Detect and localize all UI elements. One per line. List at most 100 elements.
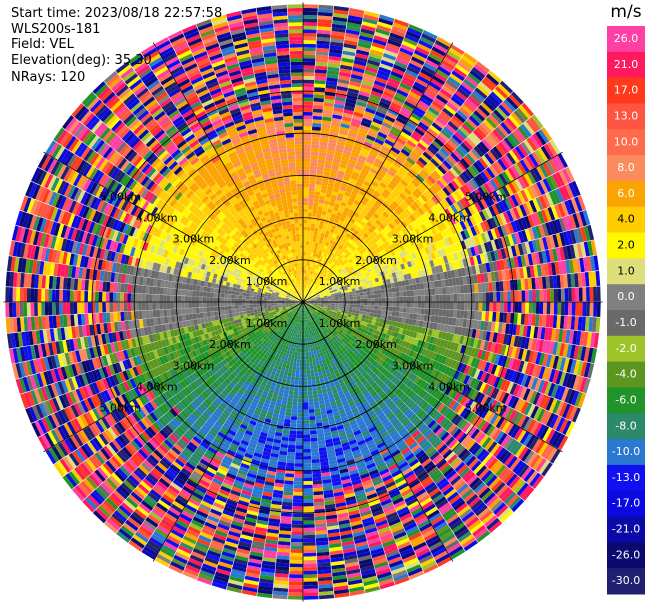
velocity-gate [574,196,583,212]
velocity-gate [349,299,354,302]
velocity-gate [329,275,334,280]
velocity-gate [378,168,387,176]
velocity-gate [343,263,348,269]
velocity-gate [355,217,362,224]
velocity-gate [308,348,311,352]
velocity-gate [364,111,375,118]
velocity-gate [466,118,478,130]
velocity-gate [303,284,305,288]
velocity-gate [444,104,457,115]
velocity-gate [377,151,387,159]
velocity-gate [390,243,397,250]
velocity-gate [425,200,434,209]
velocity-gate [508,114,521,128]
velocity-gate [317,283,321,287]
velocity-gate [319,285,323,289]
velocity-gate [496,214,504,226]
velocity-gate [346,165,355,172]
velocity-gate [477,233,484,244]
velocity-gate [497,158,508,171]
velocity-gate [328,135,338,141]
velocity-gate [303,595,319,600]
velocity-gate [321,251,325,257]
velocity-gate [571,302,576,316]
velocity-gate [502,119,515,133]
velocity-gate [390,236,397,244]
velocity-gate [523,188,533,201]
velocity-gate [368,283,374,288]
velocity-gate [370,90,383,98]
velocity-gate [413,219,421,228]
velocity-gate [531,114,544,129]
velocity-gate [398,251,405,258]
velocity-gate [317,15,333,21]
velocity-gate [342,149,352,156]
velocity-gate [347,88,360,94]
velocity-gate [464,206,473,217]
velocity-gate [402,249,408,257]
velocity-gate [372,83,385,91]
velocity-gate [303,516,315,521]
velocity-gate [357,214,364,221]
velocity-gate [373,141,383,149]
velocity-gate [318,8,334,13]
velocity-gate [309,358,313,363]
velocity-gate [346,268,352,273]
velocity-gate [467,134,479,146]
velocity-gate [424,246,431,255]
velocity-gate [314,191,321,196]
velocity-gate [357,131,367,138]
velocity-gate [420,289,425,296]
velocity-gate [355,310,360,314]
velocity-gate [312,252,316,257]
velocity-gate [465,75,479,87]
velocity-gate [380,125,391,133]
velocity-gate [319,141,328,147]
velocity-gate [497,237,504,249]
velocity-gate [365,202,373,209]
velocity-gate [421,33,436,43]
velocity-gate [400,44,415,53]
velocity-gate [389,166,398,175]
velocity-gate [373,114,385,122]
velocity-gate [329,252,335,257]
velocity-gate [396,154,406,163]
velocity-gate [307,252,311,256]
velocity-gate [342,153,351,159]
velocity-gate [350,285,355,289]
velocity-gate [351,268,356,274]
velocity-gate [386,42,401,51]
velocity-gate [381,162,391,170]
velocity-gate [375,241,382,247]
velocity-gate [422,180,431,189]
velocity-gate [475,107,488,119]
velocity-gate [391,220,398,228]
velocity-gate [325,156,334,162]
velocity-gate [402,40,417,50]
velocity-gate [374,228,381,235]
velocity-gate [312,126,321,131]
velocity-gate [418,171,427,180]
velocity-gate [378,194,387,202]
velocity-gate [409,168,418,177]
velocity-gate [303,359,307,363]
velocity-gate [356,296,361,300]
velocity-gate [467,166,477,178]
velocity-gate [440,239,447,248]
velocity-gate [428,295,433,302]
velocity-gate [363,141,373,148]
velocity-gate [354,164,363,171]
velocity-gate [410,296,415,302]
velocity-gate [359,292,364,296]
velocity-gate [348,84,361,91]
velocity-gate [490,91,503,104]
velocity-gate [405,97,418,107]
velocity-gate [596,302,601,317]
velocity-gate [447,76,461,87]
velocity-gate [539,179,549,194]
velocity-gate [450,44,465,55]
velocity-gate [561,185,571,200]
velocity-gate [424,230,431,239]
velocity-gate [485,167,496,179]
velocity-gate [412,148,423,157]
